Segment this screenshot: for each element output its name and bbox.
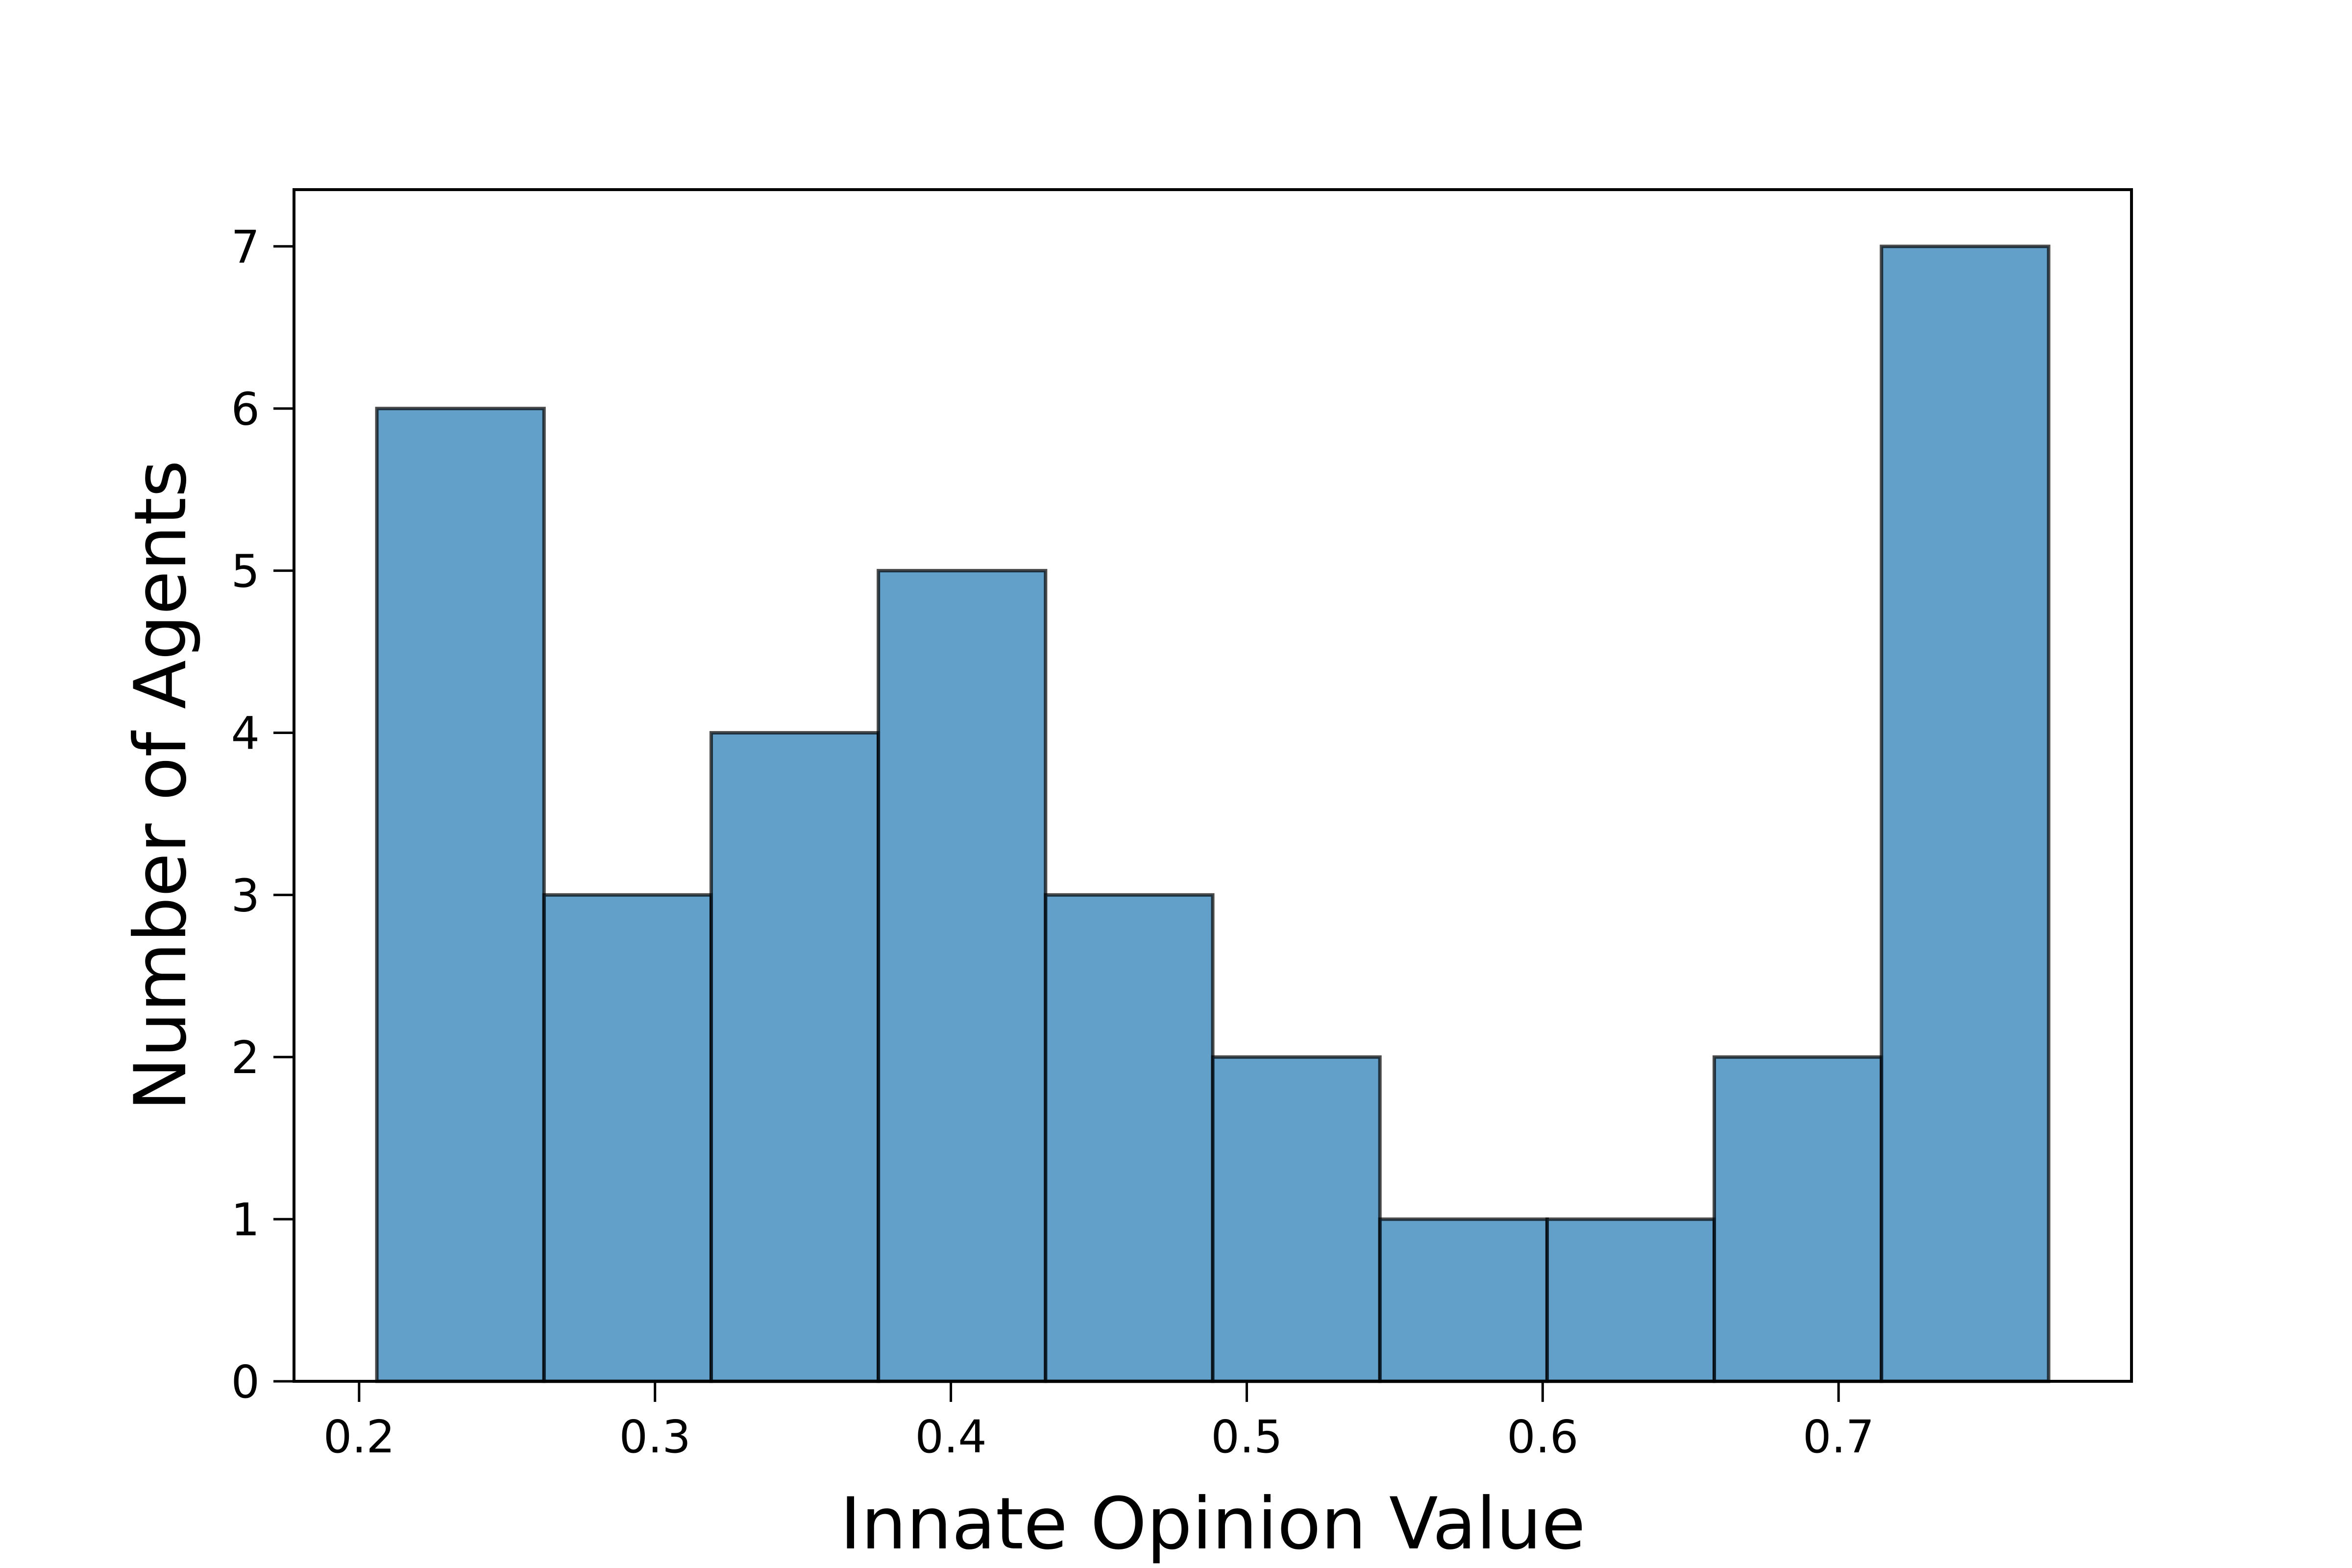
y-tick-label: 1 — [231, 1194, 260, 1246]
x-tick-label: 0.7 — [1803, 1411, 1874, 1463]
histogram-bar — [1378, 1217, 1549, 1383]
x-tick-label: 0.2 — [323, 1411, 395, 1463]
histogram-bar — [1211, 1055, 1382, 1383]
y-tick-label: 4 — [231, 707, 260, 760]
plot-frame — [293, 188, 2133, 1383]
histogram-bar — [375, 407, 546, 1383]
y-tick-label: 2 — [231, 1031, 260, 1084]
y-tick-label: 0 — [231, 1356, 260, 1408]
x-tick-label: 0.5 — [1211, 1411, 1282, 1463]
histogram-bar — [1545, 1217, 1716, 1383]
x-axis-ticks: 0.2 0.3 0.4 0.5 0.6 0.7 — [323, 1381, 1874, 1463]
y-tick-label: 7 — [231, 221, 260, 273]
histogram-bar — [877, 569, 1048, 1383]
histogram-bar — [1713, 1055, 1884, 1383]
y-tick-label: 6 — [231, 383, 260, 436]
histogram-bar — [709, 731, 881, 1383]
x-tick-label: 0.4 — [915, 1411, 986, 1463]
x-tick-label: 0.6 — [1507, 1411, 1578, 1463]
histogram-bar — [1044, 893, 1215, 1383]
y-tick-label: 5 — [231, 545, 260, 598]
bars-group — [375, 245, 2051, 1383]
histogram-bar — [542, 893, 713, 1383]
y-tick-label: 3 — [231, 869, 260, 922]
y-axis-title: Number of Agents — [119, 460, 202, 1111]
y-axis-ticks: 0 1 2 3 4 5 6 7 — [231, 221, 294, 1408]
x-axis-title: Innate Opinion Value — [840, 1482, 1586, 1566]
histogram-bar — [1880, 245, 2051, 1383]
x-tick-label: 0.3 — [619, 1411, 691, 1463]
